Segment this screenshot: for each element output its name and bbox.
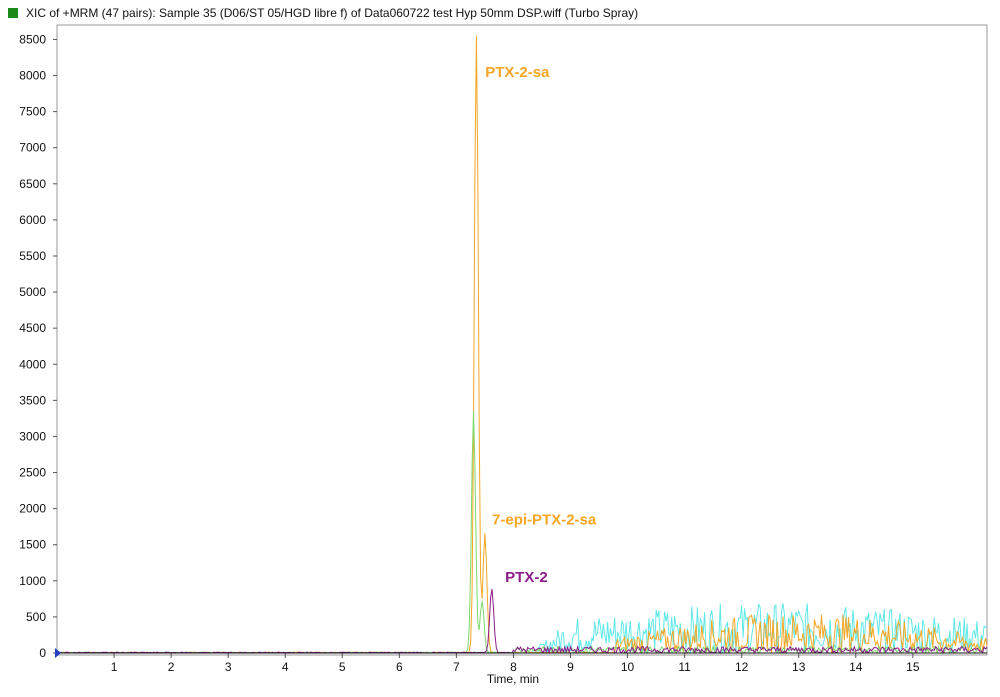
- x-tick-label: 15: [906, 660, 920, 674]
- y-tick-label: 4000: [19, 357, 46, 371]
- series-trace-1: [56, 410, 988, 655]
- y-tick-label: 2500: [19, 466, 46, 480]
- peak-labels: PTX-2-sa 7-epi-PTX-2-sa PTX-2: [485, 64, 597, 586]
- y-tick-label: 8500: [19, 32, 46, 46]
- x-axis: 1 2 3 4 5 6 7 8 9 10 11 12 13 14 15: [111, 653, 920, 674]
- peak-label: PTX-2-sa: [485, 64, 550, 81]
- x-tick-label: 6: [396, 660, 403, 674]
- peak-label: 7-epi-PTX-2-sa: [492, 511, 597, 528]
- x-tick-label: 11: [678, 660, 691, 674]
- y-tick-label: 0: [39, 646, 46, 660]
- x-axis-title: Time, min: [487, 672, 539, 686]
- y-tick-label: 7500: [19, 105, 46, 119]
- y-tick-label: 1000: [19, 574, 46, 588]
- x-tick-label: 8: [510, 660, 517, 674]
- y-tick-label: 7000: [19, 141, 46, 155]
- x-tick-label: 1: [111, 660, 118, 674]
- x-tick-label: 2: [168, 660, 175, 674]
- x-tick-label: 14: [849, 660, 863, 674]
- y-tick-label: 4500: [19, 321, 46, 335]
- y-tick-label: 5500: [19, 249, 46, 263]
- y-axis: 0 500 1000 1500 2000 2500 3000 3500 4000 4500 5000…: [19, 32, 57, 660]
- x-tick-label: 13: [792, 660, 806, 674]
- x-tick-label: 9: [567, 660, 574, 674]
- chart-header: XIC of +MRM (47 pairs): Sample 35 (D06/S…: [8, 5, 638, 21]
- axis-origin-marker: [55, 648, 61, 658]
- x-tick-label: 10: [621, 660, 635, 674]
- y-tick-label: 500: [26, 610, 46, 624]
- peak-label: PTX-2: [505, 569, 548, 586]
- y-tick-label: 8000: [19, 69, 46, 83]
- y-tick-label: 1500: [19, 538, 46, 552]
- trace-color-marker: [8, 8, 18, 18]
- chart-title: XIC of +MRM (47 pairs): Sample 35 (D06/S…: [26, 6, 639, 20]
- x-tick-label: 3: [225, 660, 232, 674]
- y-tick-label: 6500: [19, 177, 46, 191]
- x-tick-label: 12: [735, 660, 749, 674]
- series-trace-2: [56, 588, 988, 655]
- y-tick-label: 3500: [19, 393, 46, 407]
- y-tick-label: 5000: [19, 285, 46, 299]
- y-tick-label: 2000: [19, 502, 46, 516]
- y-tick-label: 3000: [19, 429, 46, 443]
- plot-frame: [56, 24, 988, 656]
- x-tick-label: 4: [282, 660, 289, 674]
- traces: [56, 35, 988, 655]
- x-tick-label: 7: [453, 660, 460, 674]
- series-trace-0: [56, 35, 988, 655]
- y-tick-label: 6000: [19, 213, 46, 227]
- x-tick-label: 5: [339, 660, 346, 674]
